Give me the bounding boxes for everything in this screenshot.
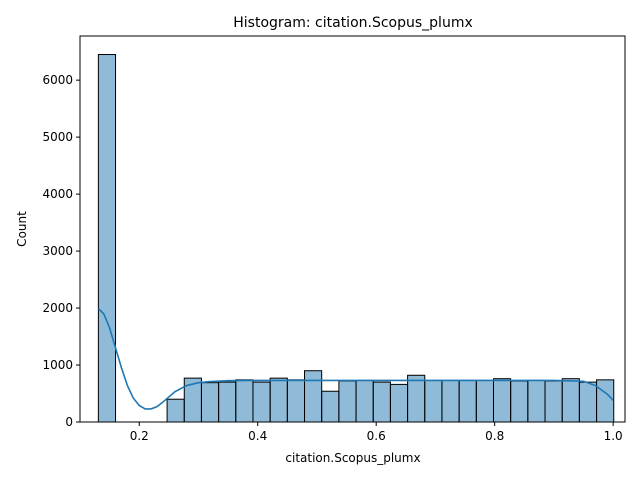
y-tick-label: 5000 [42, 130, 73, 144]
histogram-bar [372, 381, 391, 423]
histogram-bar [321, 390, 340, 423]
y-tick-label: 4000 [42, 187, 73, 201]
histogram-bar [355, 379, 374, 423]
histogram-bar [527, 379, 546, 423]
y-axis-ticks: 0 1000 2000 3000 4000 5000 6000 [42, 73, 80, 429]
histogram-bar [286, 379, 306, 423]
histogram-bar [304, 370, 323, 423]
histogram-bar [269, 377, 288, 423]
histogram-bar [475, 379, 494, 423]
x-tick-label: 1.0 [604, 429, 623, 443]
histogram-bar [97, 54, 117, 423]
histogram-bar [218, 381, 237, 423]
x-tick-label: 0.6 [367, 429, 386, 443]
histogram-bars [97, 54, 615, 423]
histogram-bar [407, 374, 426, 423]
histogram-bar [441, 379, 460, 423]
y-tick-label: 1000 [42, 358, 73, 372]
x-tick-label: 0.2 [130, 429, 149, 443]
histogram-bar [389, 383, 409, 423]
histogram-bar [510, 380, 529, 423]
y-tick-label: 3000 [42, 244, 73, 258]
histogram-bar [200, 382, 220, 423]
histogram-bar [235, 379, 254, 423]
histogram-bar [544, 380, 563, 423]
y-tick-label: 6000 [42, 73, 73, 87]
kde-curve [97, 308, 614, 410]
histogram-bar [458, 379, 477, 423]
plot-frame [79, 35, 626, 423]
histogram-bar [166, 398, 185, 423]
histogram-bar [492, 378, 512, 423]
y-tick-label: 2000 [42, 301, 73, 315]
x-axis-label: citation.Scopus_plumx [285, 451, 420, 465]
x-tick-label: 0.8 [485, 429, 504, 443]
histogram-bar [252, 381, 271, 423]
x-axis-ticks: 0.2 0.4 0.6 0.8 1.0 [130, 422, 623, 443]
histogram-bar [338, 380, 357, 423]
histogram-bar [424, 379, 443, 423]
x-tick-label: 0.4 [248, 429, 267, 443]
y-tick-label: 0 [65, 415, 73, 429]
chart-title: Histogram: citation.Scopus_plumx [233, 15, 473, 31]
histogram-bar [561, 378, 580, 423]
histogram-bar [596, 379, 615, 423]
histogram-bar [578, 381, 598, 423]
y-axis-label: Count [15, 211, 29, 247]
